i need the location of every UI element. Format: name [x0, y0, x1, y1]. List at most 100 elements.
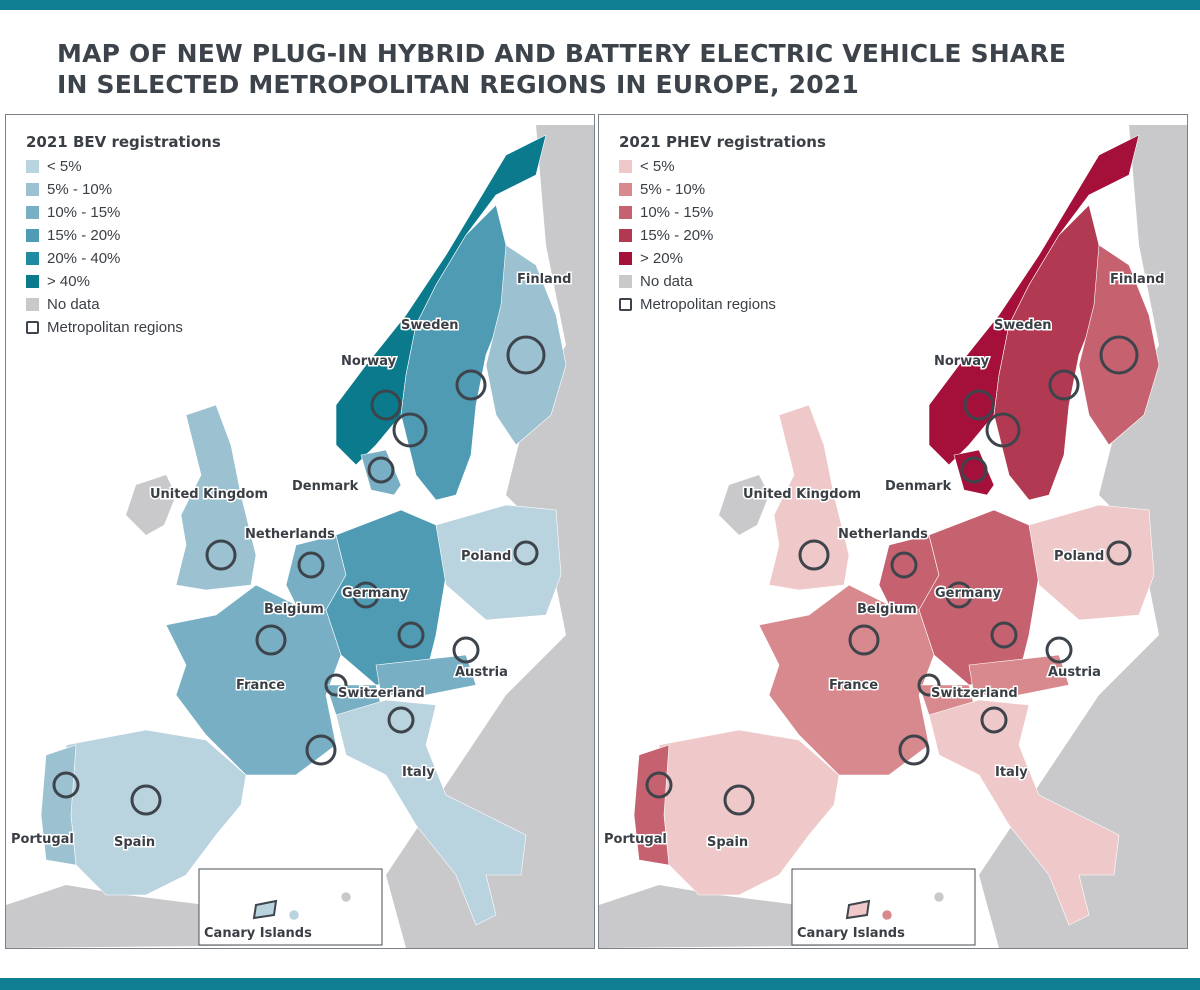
metro-outline	[387, 706, 415, 734]
label-denmark: Denmark	[885, 479, 952, 494]
metro-outline-swatch	[619, 298, 632, 311]
label-austria: Austria	[1048, 665, 1101, 680]
metro-outline	[297, 551, 325, 579]
label-france: France	[236, 678, 285, 693]
label-norway: Norway	[934, 354, 990, 369]
legend-swatch	[619, 160, 632, 173]
inset-frame	[198, 868, 383, 946]
region-norway	[928, 134, 1140, 466]
label-finland: Finland	[517, 272, 571, 287]
metro-outline	[990, 621, 1018, 649]
label-poland: Poland	[1054, 549, 1104, 564]
metro-outline	[367, 456, 395, 484]
legend-label: 20% - 40%	[47, 250, 121, 267]
region-poland	[1028, 504, 1155, 621]
legend-label: 5% - 10%	[47, 181, 113, 198]
metro-outline	[1106, 540, 1132, 566]
metro-outline	[452, 636, 480, 664]
label-netherlands: Netherlands	[245, 527, 335, 542]
legend-swatch	[26, 160, 39, 173]
phev-legend: 2021 PHEV registrations < 5% 5% - 10% 10% …	[619, 133, 826, 316]
legend-item: 5% - 10%	[26, 178, 221, 201]
legend-item: < 5%	[619, 155, 826, 178]
label-portugal: Portugal	[11, 832, 74, 847]
canary-island	[288, 909, 300, 921]
inset-label: Canary Islands	[797, 926, 905, 941]
canary-island	[340, 891, 352, 903]
region-france	[758, 584, 935, 776]
legend-label: No data	[640, 273, 693, 290]
label-norway: Norway	[341, 354, 397, 369]
legend-label: > 40%	[47, 273, 90, 290]
region-portugal	[40, 744, 77, 866]
metro-outline-swatch	[26, 321, 39, 334]
label-switzerland: Switzerland	[338, 686, 425, 701]
metro-outline	[890, 551, 918, 579]
region-norway	[335, 134, 547, 466]
metro-outline	[324, 673, 348, 697]
label-belgium: Belgium	[264, 602, 324, 617]
legend-item: No data	[26, 293, 221, 316]
region-finland	[485, 244, 567, 446]
label-finland: Finland	[1110, 272, 1164, 287]
metro-outline	[513, 540, 539, 566]
region-austria	[375, 654, 477, 696]
region-poland	[435, 504, 562, 621]
title-line-1: MAP OF NEW PLUG-IN HYBRID AND BATTERY EL…	[57, 39, 1067, 68]
legend-swatch	[26, 229, 39, 242]
legend-item: 10% - 15%	[619, 201, 826, 224]
legend-rows: < 5% 5% - 10% 10% - 15% 15% - 20% > 20% No da…	[619, 155, 826, 316]
label-italy: Italy	[402, 765, 435, 780]
metro-outline	[798, 539, 830, 571]
metro-outline	[985, 412, 1021, 448]
bev-map-panel: Finland Sweden Norway Denmark United Kin…	[5, 114, 595, 949]
label-austria: Austria	[455, 665, 508, 680]
legend-swatch	[26, 275, 39, 288]
label-united-kingdom: United Kingdom	[150, 487, 268, 502]
legend-label: No data	[47, 296, 100, 313]
legend-swatch	[26, 252, 39, 265]
metro-outline	[723, 784, 755, 816]
legend-title: 2021 PHEV registrations	[619, 133, 826, 151]
metropolitan-outlines	[52, 335, 546, 816]
label-spain: Spain	[707, 835, 748, 850]
label-germany: Germany	[342, 586, 408, 601]
metro-outline	[1099, 335, 1139, 375]
legend-swatch	[619, 229, 632, 242]
label-spain: Spain	[114, 835, 155, 850]
region-austria	[968, 654, 1070, 696]
metro-outline	[397, 621, 425, 649]
canary-island	[933, 891, 945, 903]
legend-label: 5% - 10%	[640, 181, 706, 198]
metro-outline	[352, 581, 380, 609]
legend-rows: < 5% 5% - 10% 10% - 15% 15% - 20% 20% - 40% >…	[26, 155, 221, 339]
region-portugal	[633, 744, 670, 866]
legend-item: Metropolitan regions	[26, 316, 221, 339]
region-finland	[1078, 244, 1160, 446]
legend-item: 5% - 10%	[619, 178, 826, 201]
metro-outline	[506, 335, 546, 375]
region-united-kingdom	[175, 404, 257, 591]
title-line-2: IN SELECTED METROPOLITAN REGIONS IN EURO…	[57, 70, 859, 99]
label-portugal: Portugal	[604, 832, 667, 847]
inset-label: Canary Islands	[204, 926, 312, 941]
metro-outline	[1045, 636, 1073, 664]
no-data-land	[979, 125, 1187, 948]
legend-swatch	[619, 206, 632, 219]
legend-swatch	[26, 298, 39, 311]
legend-label: < 5%	[47, 158, 82, 175]
metro-outline	[392, 412, 428, 448]
no-data-land	[386, 125, 594, 948]
metro-outline	[370, 389, 402, 421]
legend-swatch	[619, 252, 632, 265]
region-france	[165, 584, 342, 776]
region-italy	[928, 699, 1120, 926]
metro-outline	[205, 539, 237, 571]
metro-outline	[848, 624, 880, 656]
metro-outline	[645, 771, 673, 799]
label-denmark: Denmark	[292, 479, 359, 494]
label-germany: Germany	[935, 586, 1001, 601]
legend-item: Metropolitan regions	[619, 293, 826, 316]
legend-label: > 20%	[640, 250, 683, 267]
country-labels: Finland Sweden Norway Denmark United Kin…	[603, 271, 1166, 852]
